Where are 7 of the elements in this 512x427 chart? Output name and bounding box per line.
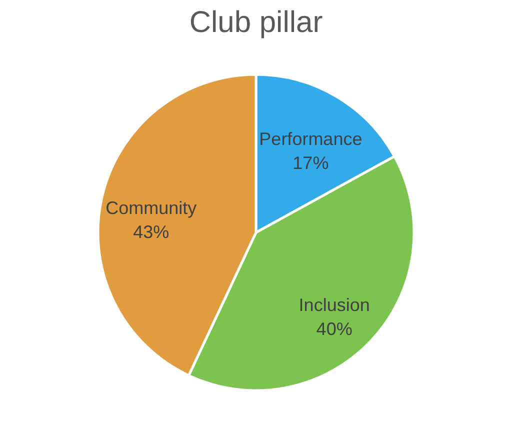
slice-label: Performance bbox=[259, 129, 362, 150]
data-label: 17% bbox=[292, 153, 329, 174]
data-label: 40% bbox=[316, 319, 352, 340]
data-label: 43% bbox=[133, 222, 170, 242]
slice-label: Inclusion bbox=[298, 295, 370, 316]
chart-title: Club pillar bbox=[189, 6, 323, 39]
slice-label: Community bbox=[106, 198, 197, 218]
